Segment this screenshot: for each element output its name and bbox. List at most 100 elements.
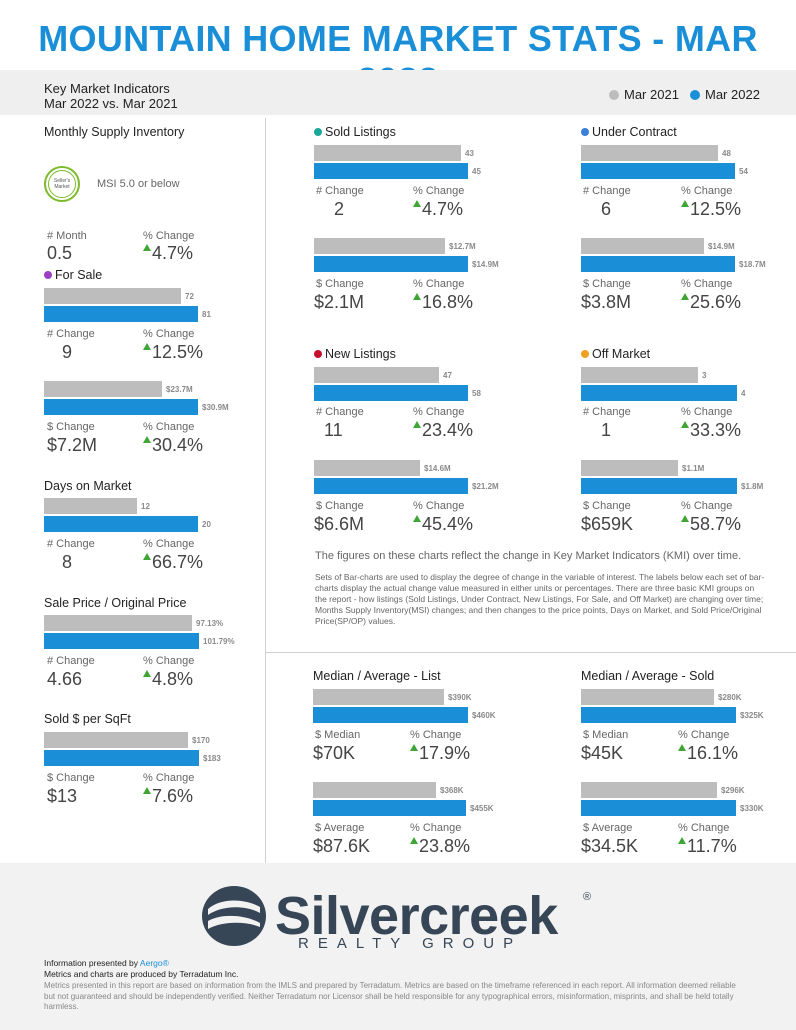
vertical-divider — [265, 118, 266, 863]
up-arrow-icon — [143, 787, 151, 794]
median-sold-average-pct-label: % Change — [678, 822, 730, 834]
sqft-change-value: $13 — [47, 786, 78, 806]
median-list-median-pct-label: % Change — [410, 729, 462, 741]
median-sold-average-current-label: $330K — [740, 804, 764, 813]
under-contract-count-pct-label: % Change — [681, 185, 733, 197]
under-contract-volume-bar-current — [581, 256, 735, 272]
median-sold-median-bar-current — [581, 707, 736, 723]
for-sale-dot-icon — [44, 271, 52, 279]
up-arrow-icon — [413, 200, 421, 207]
subtitle-line-2: Mar 2022 vs. Mar 2021 — [44, 96, 178, 111]
dom-pct-value: 66.7% — [143, 552, 203, 572]
sold-count-current-label: 45 — [472, 167, 481, 176]
new-listings-volume-change-value: $6.6M — [314, 514, 365, 534]
sold-volume-bar-current — [314, 256, 468, 272]
median-list-average-bar-prior — [313, 782, 436, 798]
spop-change-value: 4.66 — [47, 669, 83, 689]
for-sale-volume-pct-label: % Change — [143, 421, 195, 433]
under-contract-title-text: Under Contract — [592, 125, 677, 139]
up-arrow-icon — [678, 837, 686, 844]
median-list-median-bar-prior — [313, 689, 444, 705]
new-listings-count-bar-current — [314, 385, 468, 401]
legend-current: Mar 2022 — [690, 87, 760, 102]
new-listings-count-pct-text: 23.4% — [422, 420, 474, 440]
up-arrow-icon — [681, 515, 689, 522]
off-market-count-current-label: 4 — [741, 389, 746, 398]
median-list-title: Median / Average - List — [313, 669, 441, 683]
dom-change-label: # Change — [47, 538, 95, 550]
median-list-median-current-label: $460K — [472, 711, 496, 720]
under-contract-count-prior-label: 48 — [722, 149, 731, 158]
sold-count-pct-value: 4.7% — [413, 199, 463, 219]
dom-bar-prior — [44, 498, 137, 514]
for-sale-volume-current-label: $30.9M — [202, 403, 229, 412]
under-contract-count-pct-value: 12.5% — [681, 199, 741, 219]
presented-by: Information presented by Aergo® — [44, 958, 169, 968]
spop-change-label: # Change — [47, 655, 95, 667]
dom-pct-label: % Change — [143, 538, 195, 550]
brand-registered-mark: ® — [583, 891, 592, 903]
dom-prior-label: 12 — [141, 502, 150, 511]
spop-bar-prior — [44, 615, 192, 631]
kmi-note: The figures on these charts reflect the … — [315, 550, 742, 562]
for-sale-volume-pct-text: 30.4% — [152, 435, 204, 455]
off-market-volume-bar-prior — [581, 460, 678, 476]
off-market-count-change-value: 1 — [601, 420, 612, 440]
sqft-bar-current — [44, 750, 199, 766]
new-listings-count-pct-label: % Change — [413, 406, 465, 418]
new-listings-volume-pct-text: 45.4% — [422, 514, 474, 534]
median-sold-median-pct-label: % Change — [678, 729, 730, 741]
msi-change-label: # Month — [47, 230, 87, 242]
median-sold-median-prior-label: $280K — [718, 693, 742, 702]
subtitle-line-1: Key Market Indicators — [44, 81, 170, 96]
dom-bar-current — [44, 516, 198, 532]
new-listings-count-pct-value: 23.4% — [413, 420, 473, 440]
for-sale-title: For Sale — [44, 268, 102, 282]
up-arrow-icon — [143, 343, 151, 350]
new-listings-title-text: New Listings — [325, 347, 396, 361]
under-contract-volume-bar-prior — [581, 238, 704, 254]
new-listings-title: New Listings — [314, 347, 396, 361]
median-list-median-bar-current — [313, 707, 468, 723]
off-market-volume-pct-value: 58.7% — [681, 514, 741, 534]
under-contract-volume-prior-label: $14.9M — [708, 242, 735, 251]
up-arrow-icon — [413, 421, 421, 428]
for-sale-count-pct-text: 12.5% — [152, 342, 204, 362]
off-market-volume-pct-label: % Change — [681, 500, 733, 512]
under-contract-volume-pct-text: 25.6% — [690, 292, 742, 312]
sold-volume-pct-value: 16.8% — [413, 292, 473, 312]
off-market-count-prior-label: 3 — [702, 371, 707, 380]
for-sale-count-current-label: 81 — [202, 310, 211, 319]
median-list-median-pct-text: 17.9% — [419, 743, 471, 763]
median-sold-median-current-label: $325K — [740, 711, 764, 720]
msi-pct-value: 4.7% — [143, 243, 193, 263]
median-sold-average-bar-current — [581, 800, 736, 816]
under-contract-count-bar-current — [581, 163, 735, 179]
median-list-average-change-value: $87.6K — [313, 836, 371, 856]
off-market-title-text: Off Market — [592, 347, 651, 361]
new-listings-volume-bar-current — [314, 478, 468, 494]
brand-name: Silvercreek — [275, 886, 558, 946]
median-sold-median-bar-prior — [581, 689, 714, 705]
off-market-count-bar-current — [581, 385, 737, 401]
presented-by-prefix: Information presented by — [44, 958, 140, 968]
msi-pct-text: 4.7% — [152, 243, 194, 263]
for-sale-count-change-value: 9 — [62, 342, 73, 362]
new-listings-count-bar-prior — [314, 367, 439, 383]
sqft-current-label: $183 — [203, 754, 221, 763]
spop-pct-value: 4.8% — [143, 669, 193, 689]
sold-volume-change-value: $2.1M — [314, 292, 365, 312]
legend-current-swatch — [690, 89, 700, 100]
for-sale-count-prior-label: 72 — [185, 292, 194, 301]
for-sale-count-bar-current — [44, 306, 198, 322]
silvercreek-swoosh-logo-icon — [202, 886, 266, 946]
sold-count-pct-text: 4.7% — [422, 199, 464, 219]
under-contract-count-current-label: 54 — [739, 167, 748, 176]
aergo-link[interactable]: Aergo® — [139, 958, 169, 968]
under-contract-volume-pct-label: % Change — [681, 278, 733, 290]
sold-volume-current-label: $14.9M — [472, 260, 499, 269]
sold-title-text: Sold Listings — [325, 125, 396, 139]
spop-prior-label: 97.13% — [196, 619, 224, 628]
subtitle-bar: Key Market Indicators Mar 2022 vs. Mar 2… — [0, 70, 796, 115]
off-market-volume-pct-text: 58.7% — [690, 514, 742, 534]
